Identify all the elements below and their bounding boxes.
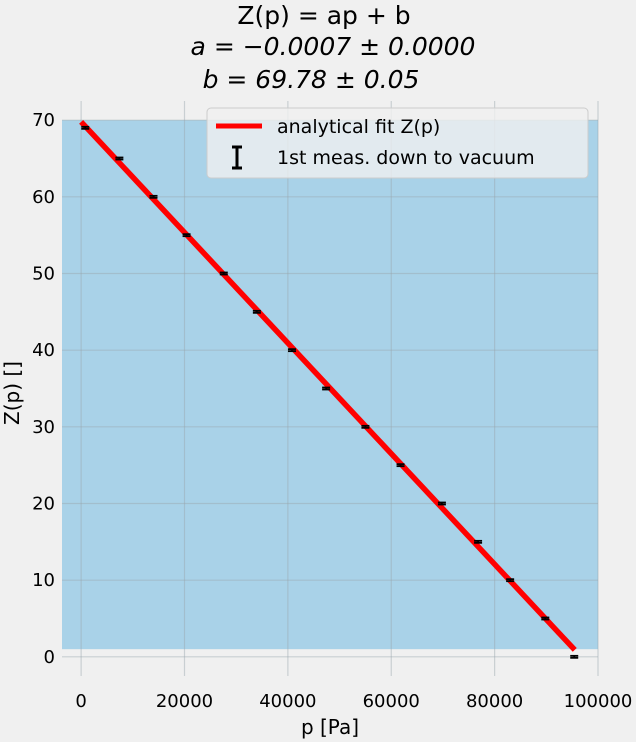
errorbar-point: [288, 348, 297, 353]
errorbar-point: [437, 501, 446, 506]
y-axis-label: Z(p) []: [0, 361, 24, 425]
y-tick-label: 10: [32, 570, 55, 591]
x-tick-label: 80000: [466, 691, 523, 712]
fit-line: [79, 119, 577, 652]
y-tick-label: 70: [32, 110, 55, 131]
errorbar-point: [81, 125, 90, 130]
x-tick-label: 60000: [363, 691, 420, 712]
errorbar-point: [115, 156, 124, 161]
errorbar-point: [322, 386, 331, 391]
chart-title-line-3: b = 69.78 ± 0.05: [203, 65, 420, 94]
legend-meas-label: 1st meas. down to vacuum: [277, 147, 535, 169]
y-tick-label: 30: [32, 417, 55, 438]
y-tick-label: 40: [32, 340, 55, 361]
chart-title-line-1: Z(p) = ap + b: [237, 1, 410, 30]
y-tick-label: 60: [32, 187, 55, 208]
legend: analytical fit Z(p) 1st meas. down to va…: [206, 107, 589, 179]
legend-fit-label: analytical fit Z(p): [277, 116, 440, 138]
chart-title-line-2: a = −0.0007 ± 0.0000: [191, 32, 476, 61]
y-tick-label: 0: [44, 647, 55, 668]
errorbar-point: [149, 194, 158, 199]
errorbar-point: [506, 578, 515, 583]
x-tick-label: 40000: [259, 691, 316, 712]
x-axis-label: p [Pa]: [301, 715, 359, 739]
errorbar-point: [474, 539, 483, 544]
plot-area: 0 20000 40000 60000 80000 100000 0 10 20 30 40 50 60…: [32, 101, 632, 712]
errorbar-point: [252, 309, 261, 314]
legend-box: [206, 107, 589, 179]
errorbar-point: [541, 616, 550, 621]
x-tick-label: 100000: [564, 691, 633, 712]
errorbar-point: [396, 463, 405, 468]
errorbar-point: [182, 233, 191, 238]
errorbar-point: [219, 271, 228, 276]
legend-errorbar-swatch: [232, 145, 242, 170]
x-tick-label: 0: [75, 691, 86, 712]
errorbar-point: [570, 654, 579, 659]
y-tick-label: 20: [32, 494, 55, 515]
errorbar-point: [361, 424, 370, 429]
y-tick-label: 50: [32, 264, 55, 285]
x-tick-label: 20000: [156, 691, 213, 712]
